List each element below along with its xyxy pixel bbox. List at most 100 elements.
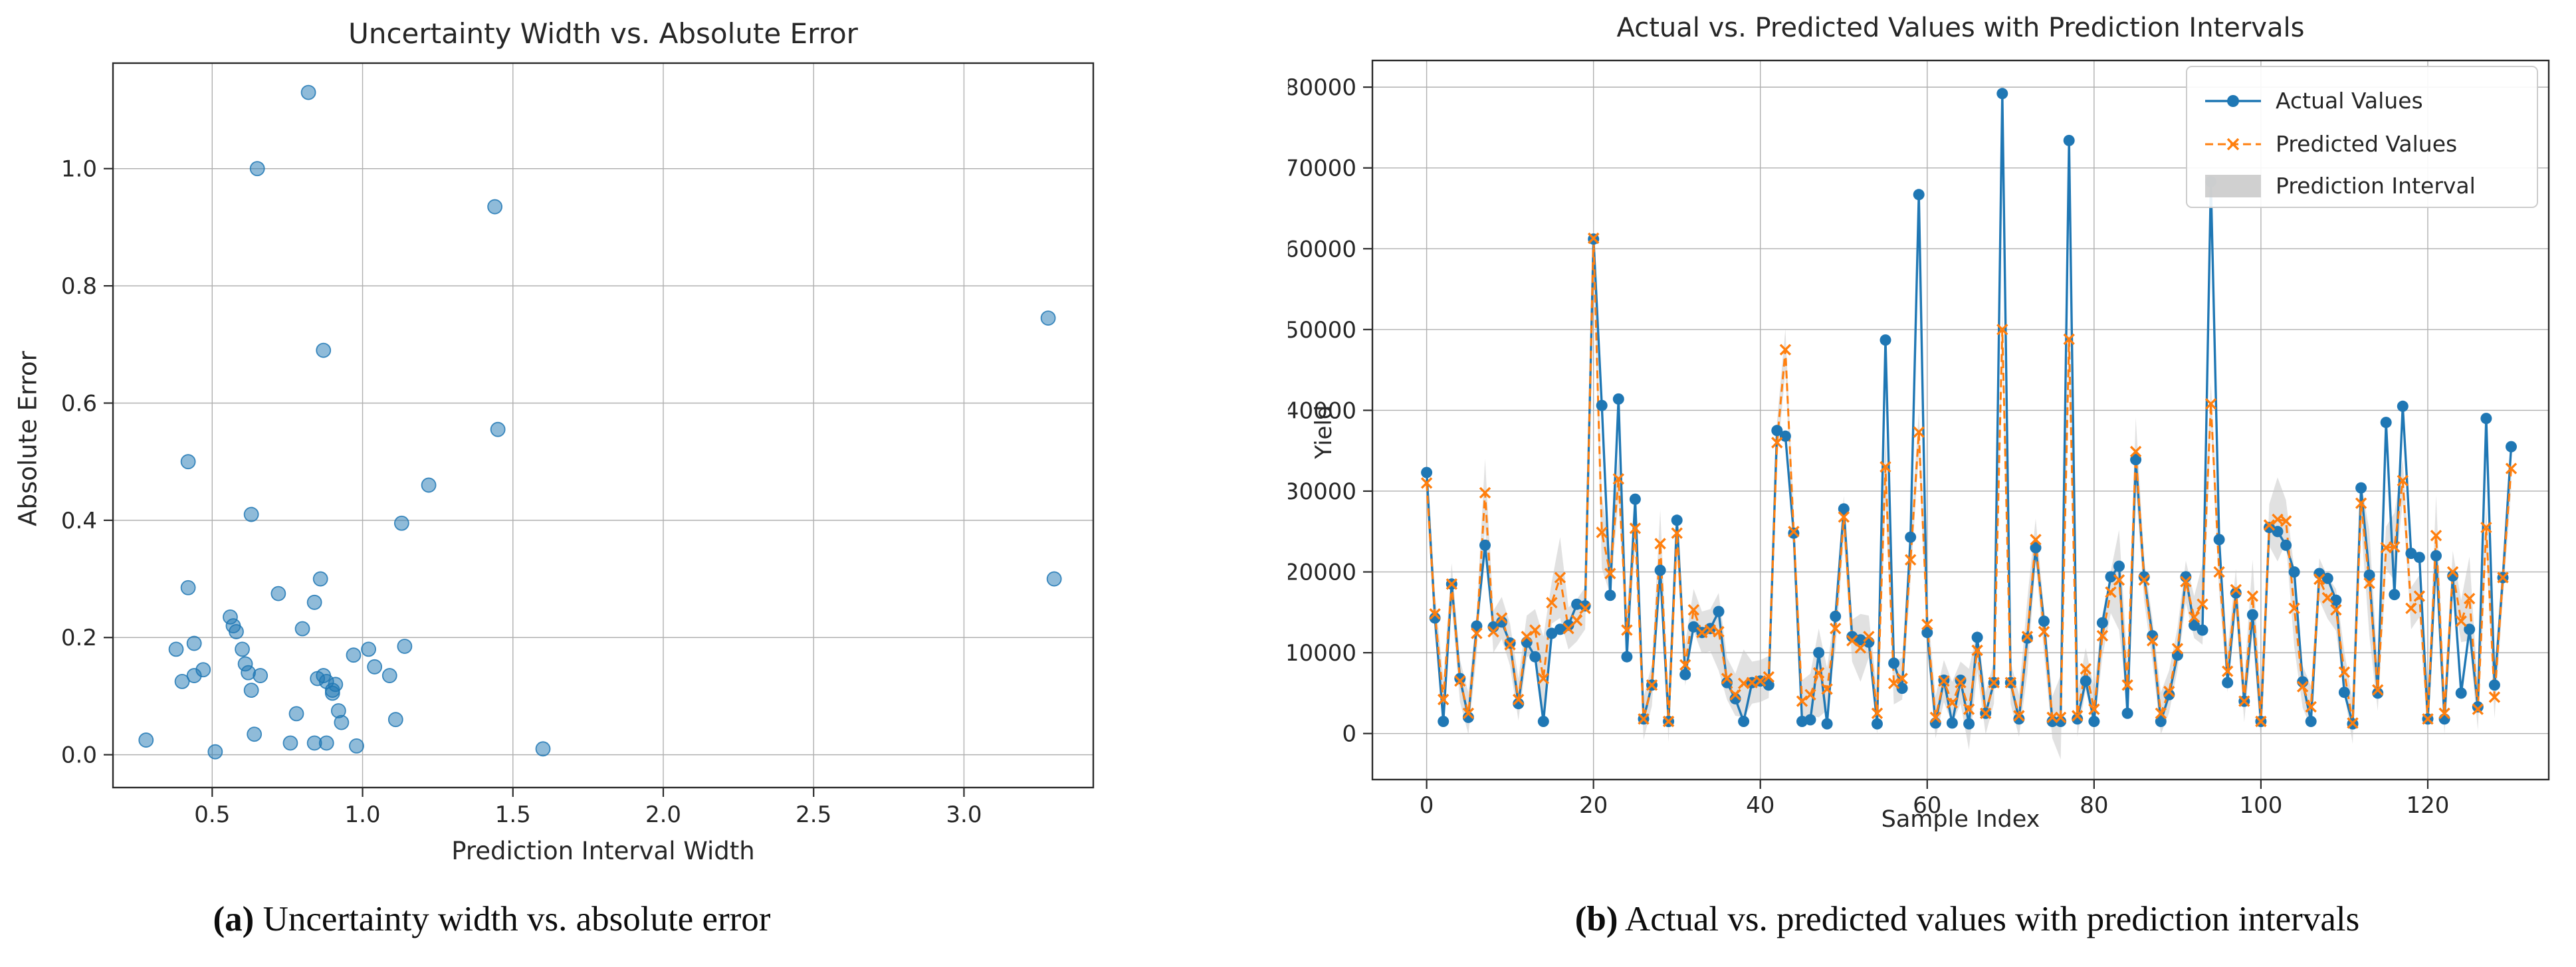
predicted-point <box>2180 576 2192 588</box>
actual-point <box>2321 572 2333 584</box>
actual-point <box>1612 393 1624 405</box>
predicted-point <box>1887 677 1900 690</box>
scatter-point <box>300 84 316 100</box>
line-plot-border <box>1371 59 2550 781</box>
actual-point <box>1579 600 1591 612</box>
scatter-point <box>381 668 397 683</box>
predicted-point <box>1804 689 1816 701</box>
actual-point <box>1679 669 1691 681</box>
scatter-point <box>186 635 202 651</box>
actual-point <box>1537 716 1549 727</box>
line-y-tick-label: 70000 <box>1288 156 1356 182</box>
predicted-point <box>1420 477 1433 489</box>
predicted-point <box>2138 574 2150 586</box>
scatter-point <box>180 580 196 595</box>
predicted-point <box>2280 515 2292 527</box>
caption-a: (a) Uncertainty width vs. absolute error <box>27 899 957 941</box>
scatter-point <box>387 712 403 728</box>
predicted-point <box>2313 573 2325 586</box>
actual-point <box>2272 526 2284 538</box>
scatter-point <box>168 641 184 657</box>
actual-point <box>2088 716 2100 727</box>
predicted-point <box>2438 707 2450 720</box>
predicted-point <box>1938 675 1950 687</box>
legend-box <box>2186 66 2538 208</box>
actual-point <box>1479 539 1491 551</box>
scatter-point <box>1040 310 1056 326</box>
scatter-point <box>180 454 196 470</box>
scatter-point <box>334 714 350 730</box>
predicted-point <box>2405 602 2417 615</box>
line-x-tick-label: 0 <box>1420 792 1434 819</box>
line-y-tick-label: 80000 <box>1288 74 1356 101</box>
actual-point <box>1504 637 1516 649</box>
scatter-point <box>535 741 551 757</box>
actual-point <box>1779 430 1791 442</box>
predicted-point <box>1838 511 1850 523</box>
line-chart-svg: 0 20 40 60 80 100 120 0 10000 20000 30000 40000 5000… <box>1288 59 2550 819</box>
predicted-point <box>2197 598 2208 610</box>
predicted-point <box>1504 639 1516 651</box>
actual-point <box>2447 570 2459 582</box>
predicted-point <box>2163 685 2175 698</box>
predicted-point <box>2497 572 2509 584</box>
predicted-point <box>1729 689 1741 701</box>
predicted-line <box>1426 237 2512 724</box>
actual-point <box>1671 514 1683 526</box>
scatter-point <box>316 342 332 358</box>
scatter-point <box>138 732 154 748</box>
scatter-point <box>249 161 265 177</box>
actual-point <box>1521 636 1533 648</box>
predicted-point <box>2105 586 2117 598</box>
caption-b-text: Actual vs. predicted values with predict… <box>1618 900 2360 938</box>
scatter-point <box>243 683 259 698</box>
actual-point <box>1687 621 1699 633</box>
actual-point <box>1838 503 1850 515</box>
scatter-point <box>195 662 211 678</box>
predicted-point <box>2389 541 2401 553</box>
scatter-point <box>1046 571 1062 587</box>
legend-actual-marker-icon <box>2227 95 2239 107</box>
legend-predicted-marker-icon <box>2226 138 2240 151</box>
scatter-x-tick-label: 2.0 <box>645 802 681 828</box>
actual-point <box>1604 590 1616 601</box>
line-y-tick-label: 40000 <box>1288 397 1356 424</box>
predicted-point <box>1596 526 1608 538</box>
predicted-point <box>2455 615 2467 627</box>
predicted-point <box>1646 679 1658 691</box>
predicted-point <box>2338 666 2351 679</box>
actual-point <box>2096 617 2108 629</box>
scatter-y-tick-label: 0.2 <box>61 625 97 651</box>
legend-interval-swatch-icon <box>2205 175 2261 197</box>
predicted-point <box>1462 707 1475 720</box>
predicted-point <box>1904 554 1917 566</box>
actual-point <box>1913 189 1925 201</box>
scatter-point <box>397 639 413 654</box>
actual-point <box>1771 425 1783 437</box>
scatter-y-tick-label: 0.0 <box>61 742 97 769</box>
predicted-point <box>1963 703 1975 715</box>
scatter-point <box>253 668 268 683</box>
scatter-y-tick-label: 0.4 <box>61 508 97 534</box>
scatter-point <box>349 738 364 754</box>
actual-point <box>1813 647 1825 659</box>
scatter-point <box>361 641 376 657</box>
actual-point <box>1496 616 1508 628</box>
actual-point <box>2389 589 2401 601</box>
predicted-point <box>2213 566 2225 578</box>
line-x-tick-label: 60 <box>1913 792 1941 819</box>
predicted-point <box>2204 397 2217 410</box>
actual-point <box>1454 673 1466 685</box>
actual-point <box>1713 605 1725 617</box>
predicted-point <box>2397 475 2409 486</box>
scatter-point <box>421 477 437 493</box>
actual-point <box>2455 687 2467 699</box>
predicted-point <box>1821 683 1833 695</box>
predicted-point <box>2071 710 2084 722</box>
predicted-point <box>1579 602 1591 615</box>
predicted-point <box>1570 614 1583 627</box>
predicted-point <box>1554 572 1566 584</box>
actual-point <box>1471 620 1483 632</box>
actual-point <box>2246 609 2258 621</box>
scatter-point <box>328 677 344 693</box>
